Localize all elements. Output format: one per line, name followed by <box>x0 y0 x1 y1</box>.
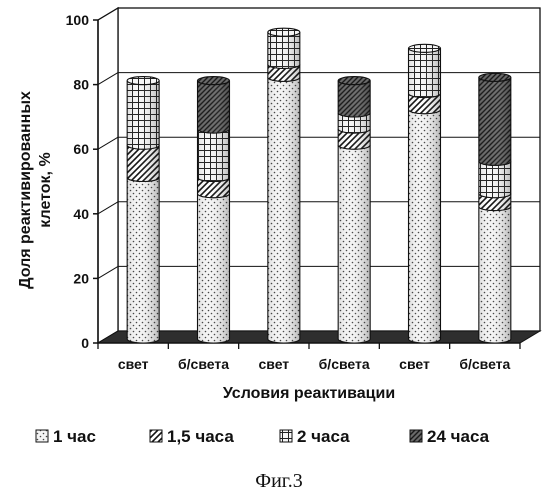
plot-side-wall <box>98 8 118 343</box>
bar-segment-shade <box>409 110 441 343</box>
bar-segment-shade <box>338 145 370 343</box>
legend-swatch <box>410 430 422 442</box>
x-tick-label: б/света <box>319 356 370 372</box>
bar-segment-shade <box>268 77 300 343</box>
x-tick-label: свет <box>258 356 289 372</box>
bar-segment-shade <box>198 81 230 133</box>
bar-top-cap <box>268 28 300 36</box>
legend-label: 24 часа <box>427 427 490 446</box>
bar-stack <box>198 77 230 343</box>
bar-stack <box>479 73 511 343</box>
y-tick-label: 100 <box>66 12 90 28</box>
figure-caption: Фиг.3 <box>0 470 558 493</box>
bar-stack <box>127 77 159 343</box>
plot-floor <box>98 331 540 343</box>
legend: 1 час 1,5 часа 2 часа 24 часа <box>36 427 490 446</box>
x-axis-title: Условия реактивации <box>223 385 395 402</box>
legend-swatch <box>36 430 48 442</box>
legend-item: 1 час <box>36 427 96 446</box>
legend-item: 2 часа <box>280 427 350 446</box>
bar-stack <box>268 28 300 343</box>
bar-segment-shade <box>198 194 230 343</box>
bar-top-cap <box>127 77 159 85</box>
legend-item: 24 часа <box>410 427 490 446</box>
bar-segment-shade <box>127 178 159 344</box>
y-tick-label: 0 <box>81 335 89 351</box>
bar-segment-shade <box>127 81 159 150</box>
bar-top-cap <box>479 73 511 81</box>
legend-label: 1 час <box>53 427 96 446</box>
bar-segment-shade <box>479 161 511 197</box>
chart: 0 20 40 60 80 100 свет б/света свет б/света свет б/… <box>0 0 558 470</box>
bar-segment-shade <box>198 129 230 181</box>
y-tick-label: 80 <box>73 77 89 93</box>
bar-segment-shade <box>409 48 441 97</box>
bar-segment-shade <box>479 77 511 165</box>
y-axis-title-line: клеток, % <box>37 152 54 227</box>
y-tick-label: 60 <box>73 141 89 157</box>
bar-segment-shade <box>127 145 159 181</box>
x-tick-label: б/света <box>459 356 510 372</box>
bar-stack <box>409 44 441 343</box>
bar-stack <box>338 77 370 343</box>
bar-top-cap <box>409 44 441 52</box>
legend-label: 1,5 часа <box>167 427 234 446</box>
legend-swatch <box>150 430 162 442</box>
legend-swatch <box>280 430 292 442</box>
y-axis-title-line: Доля реактивированных <box>17 91 34 289</box>
plot-back-wall <box>118 8 540 331</box>
legend-label: 2 часа <box>297 427 350 446</box>
x-tick-label: б/света <box>178 356 229 372</box>
bar-top-cap <box>338 77 370 85</box>
x-tick-label: свет <box>399 356 430 372</box>
x-tick-label: свет <box>118 356 149 372</box>
y-axis-title: Доля реактивированныхклеток, % <box>17 91 54 289</box>
legend-item: 1,5 часа <box>150 427 234 446</box>
bar-segment-shade <box>338 81 370 117</box>
y-tick-label: 40 <box>73 206 89 222</box>
bar-top-cap <box>198 77 230 85</box>
bar-segment-shade <box>268 32 300 68</box>
bar-segment-shade <box>479 207 511 343</box>
y-tick-label: 20 <box>73 270 89 286</box>
